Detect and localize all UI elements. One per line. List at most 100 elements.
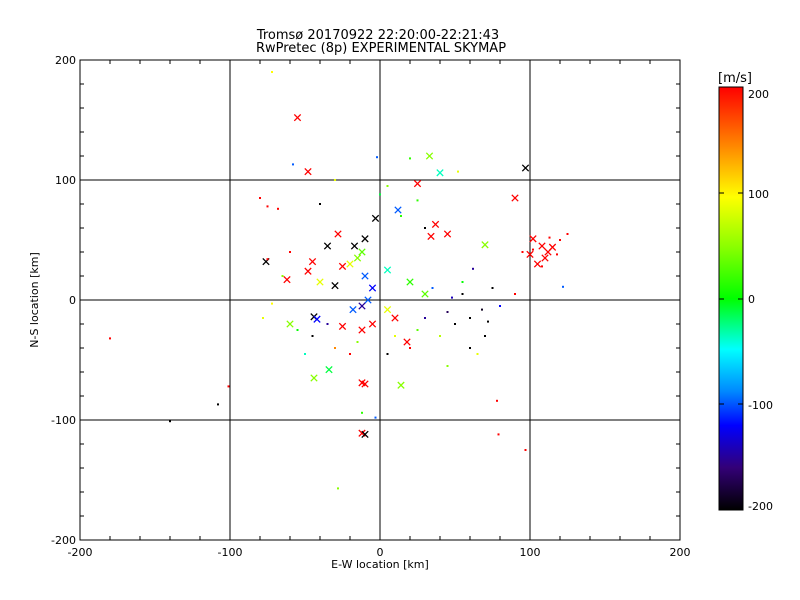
scatter-point-x: [511, 194, 519, 202]
scatter-point-dot: [499, 305, 501, 307]
scatter-point-dot: [349, 353, 351, 355]
scatter-point-dot: [334, 179, 336, 181]
scatter-point-dot: [416, 199, 419, 202]
scatter-point-x: [334, 230, 342, 238]
scatter-point-x: [397, 381, 405, 389]
scatter-point-x: [421, 290, 429, 298]
scatter-point-x: [358, 326, 366, 334]
scatter-point-dot: [296, 329, 299, 331]
chart-title: Tromsø 20170922 22:20:00-22:21:43: [256, 28, 499, 43]
scatter-point-x: [538, 242, 546, 250]
scatter-point-x: [403, 338, 411, 346]
scatter-point-x: [368, 320, 377, 328]
y-tick-label: 200: [55, 54, 76, 67]
scatter-point-x: [293, 113, 302, 122]
scatter-point-dot: [476, 353, 479, 355]
scatter-point-dot: [514, 293, 516, 295]
scatter-point-dot: [461, 281, 464, 283]
scatter-point-x: [304, 267, 312, 275]
scatter-point-dot: [497, 433, 500, 436]
scatter-point-x: [394, 206, 402, 214]
scatter-point-x: [425, 152, 434, 160]
y-tick-label: 0: [69, 294, 76, 307]
scatter-point-dot: [431, 287, 434, 289]
scatter-point-dot: [454, 323, 456, 325]
scatter-point-x: [361, 235, 369, 243]
scatter-point-x: [526, 250, 534, 259]
scatter-point-dot: [304, 353, 306, 355]
scatter-point-dot: [472, 267, 474, 270]
scatter-point-dot: [277, 207, 279, 210]
scatter-point-dot: [109, 337, 111, 340]
x-tick-labels: -200 -100 0 100 200: [68, 546, 691, 559]
scatter-point-x: [286, 320, 294, 328]
scatter-point-x: [548, 243, 557, 251]
scatter-point-dot: [217, 403, 219, 406]
scatter-point-dot: [361, 411, 363, 414]
scatter-point-x: [283, 275, 291, 284]
scatter-point-x: [443, 230, 452, 238]
scatter-point-x: [436, 169, 444, 177]
scatter-point-dot: [271, 302, 273, 305]
scatter-point-dot: [374, 416, 377, 419]
scatter-point-dot: [424, 227, 426, 229]
scatter-point-dot: [169, 420, 171, 423]
x-axis-label: E-W location [km]: [331, 558, 429, 571]
scatter-point-dot: [266, 258, 269, 261]
y-tick-label: 100: [55, 174, 76, 187]
scatter-point-dot: [376, 156, 378, 159]
x-tick-label: -200: [68, 546, 93, 559]
scatter-point-x: [368, 284, 377, 292]
x-tick-label: 100: [520, 546, 541, 559]
scatter-point-dot: [457, 170, 459, 173]
y-axis-label: N-S location [km]: [28, 252, 41, 348]
colorbar-tick-label: 0: [748, 293, 755, 306]
scatter-point-dot: [481, 308, 483, 311]
scatter-point-x: [361, 272, 369, 280]
scatter-point-dot: [548, 236, 551, 239]
y-tick-labels: -200 -100 0 100 200: [51, 54, 76, 547]
scatter-point-dot: [446, 311, 449, 313]
scatter-point-dot: [461, 293, 464, 295]
scatter-point-x: [406, 278, 414, 286]
scatter-point-dot: [386, 353, 389, 355]
colorbar-label: [m/s]: [718, 71, 752, 86]
scatter-point-x: [358, 302, 366, 310]
scatter-point-x: [349, 305, 357, 314]
scatter-point-x: [413, 179, 422, 188]
scatter-point-x: [361, 430, 369, 439]
scatter-point-x: [313, 315, 321, 323]
scatter-point-x: [431, 220, 440, 229]
scatter-point-dot: [227, 385, 230, 388]
scatter-point-dot: [484, 335, 486, 337]
scatter-point-dot: [566, 233, 569, 235]
scatter-point-dot: [451, 296, 453, 299]
scatter-point-x: [364, 296, 372, 304]
scatter-point-dot: [326, 323, 329, 325]
scatter-point-dot: [424, 317, 426, 319]
x-tick-label: 0: [377, 546, 384, 559]
scatter-point-x: [541, 254, 549, 262]
scatter-point-x: [383, 266, 392, 274]
scatter-point-dot: [379, 193, 381, 196]
scatter-point-dot: [334, 347, 336, 349]
colorbar-tick-label: -200: [748, 500, 773, 513]
scatter-point-dot: [446, 365, 449, 367]
grid-lines: [80, 60, 680, 540]
scatter-point-dot: [311, 335, 314, 337]
scatter-point-dot: [409, 157, 411, 160]
scatter-point-x: [391, 314, 399, 322]
scatter-point-x: [427, 232, 435, 241]
colorbar-tick-labels: 200 100 0 -100 -200: [748, 88, 773, 513]
scatter-point-dot: [337, 487, 339, 490]
scatter-point-dot: [409, 347, 411, 349]
scatter-point-x: [383, 305, 392, 314]
colorbar-tick-label: 200: [748, 88, 769, 101]
scatter-point-x: [521, 164, 530, 172]
scatter-point-dot: [521, 251, 524, 253]
scatter-point-dot: [271, 71, 273, 73]
scatter-point-dot: [524, 449, 527, 451]
scatter-point-x: [358, 248, 366, 256]
scatter-point-dot: [562, 285, 564, 288]
